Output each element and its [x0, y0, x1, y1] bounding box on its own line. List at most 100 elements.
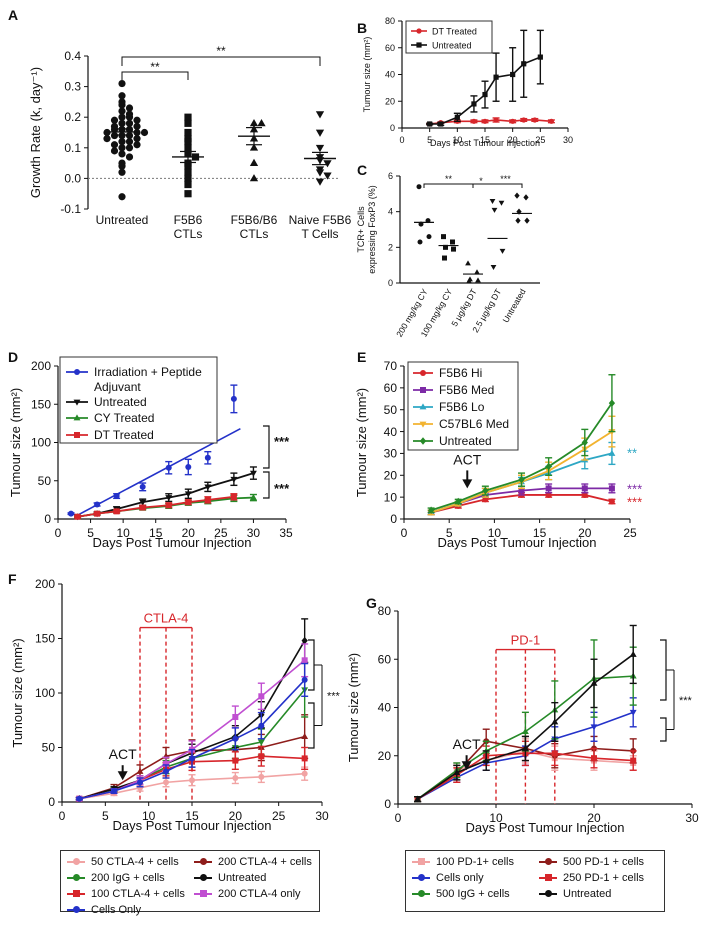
x-tick-label: 25: [623, 526, 637, 540]
act-label: ACT: [453, 736, 481, 752]
x-tick-label: 30: [247, 526, 261, 540]
data-point: [301, 657, 308, 664]
x-tick-label: 5: [427, 135, 432, 145]
legend-label: C57BL6 Med: [439, 417, 509, 431]
data-point: [249, 119, 259, 127]
legend-panel-e: F5B6 Hi F5B6 Med F5B6 Lo C57BL6 Med Untreate…: [407, 361, 519, 451]
legend-swatch: [67, 874, 85, 881]
y-tick-label: 200: [35, 577, 55, 591]
data-point: [475, 277, 481, 283]
data-point: [451, 246, 456, 252]
data-point: [184, 113, 192, 121]
data-point: [521, 61, 527, 67]
y-tick-label: 60: [385, 43, 395, 53]
data-point: [184, 162, 192, 170]
x-tick-label: 20: [508, 135, 518, 145]
data-point: [315, 169, 325, 177]
legend-entry: Cells only: [412, 870, 531, 886]
x-tick-label: 5: [102, 809, 109, 823]
data-point: [521, 744, 529, 751]
legend-label: Untreated: [218, 872, 267, 884]
data-point: [113, 493, 120, 500]
data-point: [301, 755, 308, 762]
data-point: [301, 636, 308, 645]
data-point: [118, 119, 126, 127]
legend-swatch: [194, 874, 212, 881]
legend-label: CY Treated: [94, 411, 154, 425]
data-point: [510, 118, 516, 124]
y-tick-label: 50: [42, 741, 56, 755]
data-point: [491, 207, 498, 213]
x-tick-label: 15: [185, 809, 199, 823]
data-point: [608, 449, 616, 456]
x-tick-label: 15: [149, 526, 163, 540]
y-axis-label: TCR+ Cells: [356, 206, 366, 253]
data-point: [523, 194, 529, 201]
data-point: [125, 144, 134, 152]
y-tick-label: 6: [388, 171, 393, 181]
series-line: [79, 735, 305, 800]
category-label: F5B6/B6: [231, 213, 278, 227]
panel-d: 0 5 10 15 20 25 30 35 0 50 100 150 200 Days Post Tumo…: [8, 356, 293, 550]
data-point: [414, 795, 422, 802]
data-point: [301, 676, 308, 683]
data-point: [139, 483, 146, 490]
data-point: [249, 174, 259, 182]
data-point: [125, 153, 134, 161]
y-axis-label: Growth Rate (k, day⁻¹): [28, 67, 43, 198]
legend-swatch: [412, 874, 430, 881]
data-point: [125, 113, 134, 121]
data-point: [249, 493, 257, 500]
act-label: ACT: [453, 451, 481, 467]
legend-swatch: [194, 858, 212, 865]
data-point: [515, 217, 521, 224]
data-point: [232, 735, 239, 742]
y-tick-label: 200: [31, 359, 51, 373]
y-tick-label: 30: [384, 447, 398, 461]
sig-bracket: [121, 56, 321, 66]
sig-label: ***: [500, 174, 511, 184]
y-tick-label: 0: [48, 795, 55, 809]
x-tick-label: 20: [587, 811, 601, 825]
act-arrowhead: [117, 771, 128, 781]
data-point: [163, 768, 169, 775]
group-f5b6-b6-ctls: [238, 119, 270, 182]
category-label: T Cells: [301, 227, 338, 241]
legend-label: Untreated: [563, 888, 612, 900]
y-axis-label: Tumour size (mm²): [354, 388, 369, 497]
legend-entry: 500 PD-1 + cells: [539, 854, 658, 870]
data-point: [163, 760, 169, 767]
data-point: [184, 190, 192, 198]
series-cells-only: [75, 662, 309, 802]
sig-label: ***: [627, 481, 642, 496]
data-point: [315, 129, 325, 137]
data-point: [323, 172, 332, 180]
data-point: [133, 141, 141, 149]
y-tick-label: 2: [388, 242, 393, 252]
data-point: [74, 513, 81, 520]
y-tick-label: 20: [384, 468, 398, 482]
data-point: [111, 788, 117, 795]
data-point: [94, 501, 101, 508]
data-point: [184, 491, 192, 498]
data-point: [438, 121, 444, 127]
y-tick-label: 60: [378, 652, 392, 666]
y-tick-label: 0: [44, 512, 51, 526]
x-axis-label: Days Post Tumour Injection: [430, 138, 540, 148]
panel-letter-e: E: [357, 349, 366, 365]
data-point: [315, 111, 325, 119]
legend-entry: 250 PD-1 + cells: [539, 870, 658, 886]
data-point: [466, 278, 472, 284]
legend-frame: [405, 20, 493, 54]
legend-label: Irradiation + Peptide: [94, 365, 202, 379]
data-point: [489, 198, 496, 204]
x-tick-label: 0: [395, 811, 402, 825]
legend-swatch: [412, 890, 430, 897]
sig-label: ***: [274, 434, 290, 449]
group-4: [512, 192, 532, 224]
data-point: [258, 773, 265, 780]
legend-entry: 50 CTLA-4 + cells: [67, 854, 186, 870]
legend-entry: 500 IgG + cells: [412, 886, 531, 902]
data-point: [608, 498, 615, 505]
